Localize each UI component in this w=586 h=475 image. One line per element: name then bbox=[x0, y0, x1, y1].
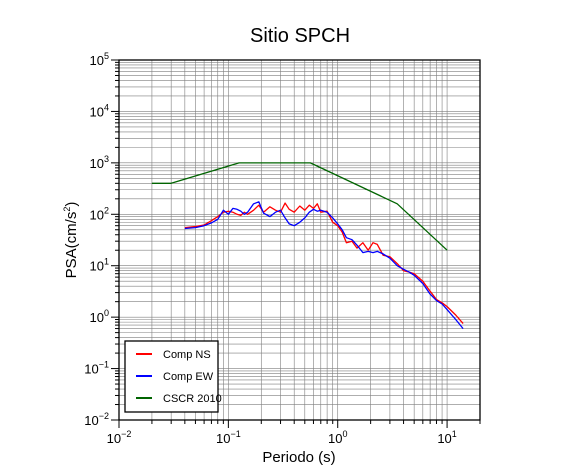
y-tick-label: 103 bbox=[90, 154, 109, 171]
y-tick-label: 10−1 bbox=[84, 360, 109, 377]
y-tick-label: 105 bbox=[90, 51, 109, 68]
x-tick-labels: 10−2 10−1 100 101 bbox=[107, 429, 457, 446]
tick-marks bbox=[111, 59, 481, 428]
grid bbox=[118, 59, 481, 421]
y-tick-label: 10−2 bbox=[84, 411, 109, 428]
y-tick-label: 102 bbox=[90, 205, 109, 222]
y-tick-label: 104 bbox=[90, 102, 109, 119]
y-tick-label: 100 bbox=[90, 308, 109, 325]
y-axis-label-suffix: ) bbox=[63, 202, 80, 207]
y-axis-label-main: PSA(cm/s bbox=[63, 212, 80, 279]
legend: Comp NS Comp EW CSCR 2010 bbox=[124, 340, 222, 413]
y-tick-labels: 10−2 10−1 100 101 102 103 104 105 bbox=[84, 51, 109, 428]
chart-title: Sitio SPCH bbox=[250, 25, 350, 47]
x-tick-label: 10−1 bbox=[216, 429, 241, 446]
y-axis-label: PSA(cm/s2) bbox=[62, 202, 80, 279]
plot-frame bbox=[118, 59, 481, 421]
series-line-cscr-2010 bbox=[151, 162, 448, 251]
y-axis-label-sup: 2 bbox=[62, 207, 72, 212]
series-line-comp-ew bbox=[184, 201, 464, 330]
legend-label-ns: Comp NS bbox=[163, 349, 211, 361]
legend-label-cscr: CSCR 2010 bbox=[163, 393, 222, 405]
x-tick-label: 101 bbox=[437, 429, 456, 446]
legend-label-ew: Comp EW bbox=[163, 371, 214, 383]
x-tick-label: 10−2 bbox=[107, 429, 132, 446]
x-axis-label: Periodo (s) bbox=[262, 449, 335, 466]
y-tick-label: 101 bbox=[90, 257, 109, 274]
series-layer bbox=[151, 162, 464, 330]
x-tick-label: 100 bbox=[328, 429, 347, 446]
